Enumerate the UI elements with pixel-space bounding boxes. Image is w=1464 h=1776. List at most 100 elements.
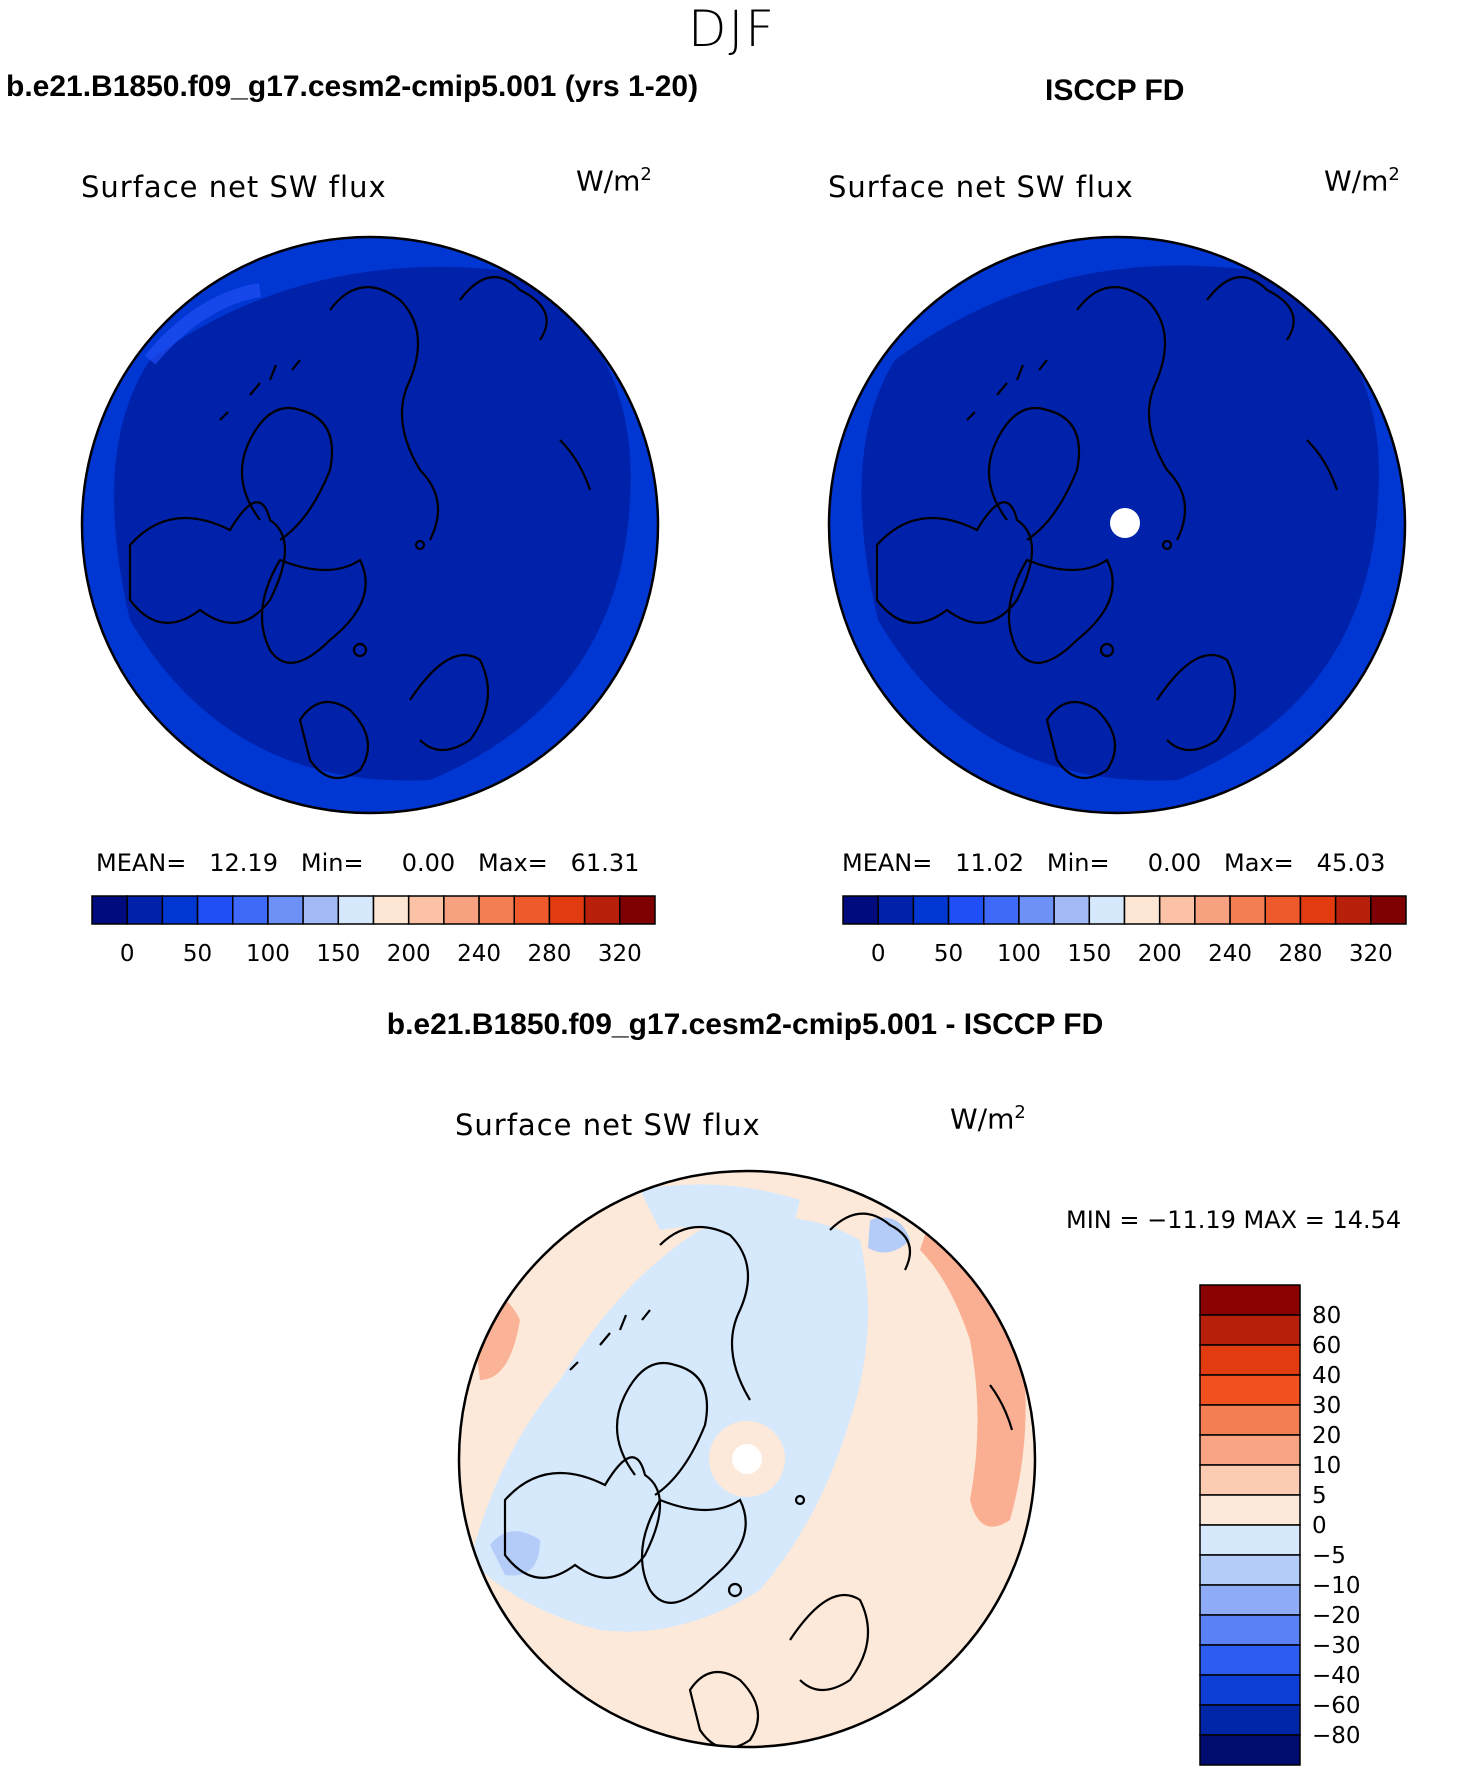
diff-colorbar-tick-label: 80 bbox=[1312, 1303, 1341, 1329]
model-colorbar-tick-label: 280 bbox=[527, 941, 571, 967]
obs-map-border bbox=[827, 235, 1407, 815]
season-title: DJF bbox=[687, 0, 776, 58]
obs-colorbar: 0 50 100 150 200 240 280 320 bbox=[842, 895, 1407, 967]
model-colorbar-box bbox=[443, 895, 480, 925]
model-map bbox=[82, 237, 658, 813]
obs-colorbar-tick-label: 150 bbox=[1067, 941, 1111, 967]
diff-panel-title: b.e21.B1850.f09_g17.cesm2-cmip5.001 - IS… bbox=[386, 1008, 1104, 1041]
obs-colorbar-tick-label: 240 bbox=[1208, 941, 1252, 967]
diff-units-label: W/m2 bbox=[950, 1102, 1026, 1136]
diff-map-negative-region bbox=[470, 1217, 868, 1632]
model-panel-title: b.e21.B1850.f09_g17.cesm2-cmip5.001 (yrs… bbox=[6, 70, 699, 103]
diff-colorbar-tick-label: 60 bbox=[1312, 1333, 1341, 1359]
diff-colorbar-tick-label: 40 bbox=[1312, 1363, 1341, 1389]
diff-colorbar-tick-label: 30 bbox=[1312, 1393, 1341, 1419]
model-map-interior-field bbox=[114, 266, 631, 781]
obs-stats-row: MEAN= 11.02 Min= 0.00 Max= 45.03 bbox=[842, 849, 1386, 877]
model-colorbar-box bbox=[337, 895, 375, 925]
obs-colorbar-tick-label: 0 bbox=[871, 941, 886, 967]
obs-colorbar-box bbox=[1334, 895, 1372, 925]
model-colorbar-tick-label: 0 bbox=[120, 941, 135, 967]
model-variable-label: Surface net SW flux bbox=[81, 170, 387, 204]
diff-colorbar-box bbox=[1199, 1524, 1301, 1556]
model-colorbar-box bbox=[302, 895, 340, 925]
model-colorbar-box bbox=[372, 895, 410, 925]
obs-colorbar-box bbox=[1088, 895, 1126, 925]
diff-map-missing-pole bbox=[732, 1444, 762, 1474]
model-colorbar-box bbox=[232, 895, 269, 925]
model-map-coastlines bbox=[128, 276, 592, 780]
model-colorbar-tick-label: 240 bbox=[457, 941, 501, 967]
diff-colorbar-tick-label: 5 bbox=[1312, 1483, 1327, 1509]
diff-colorbar-box bbox=[1199, 1674, 1301, 1706]
obs-colorbar-box bbox=[983, 895, 1020, 925]
obs-colorbar-box bbox=[1229, 895, 1266, 925]
model-colorbar-tick-label: 100 bbox=[246, 941, 290, 967]
diff-colorbar-tick-label: −5 bbox=[1312, 1543, 1346, 1569]
obs-colorbar-box bbox=[947, 895, 985, 925]
model-stats-row: MEAN= 12.19 Min= 0.00 Max= 61.31 bbox=[96, 849, 640, 877]
obs-colorbar-tick-label: 280 bbox=[1278, 941, 1322, 967]
diff-colorbar-tick-label: 0 bbox=[1312, 1513, 1327, 1539]
obs-variable-label: Surface net SW flux bbox=[828, 170, 1134, 204]
obs-colorbar-box bbox=[842, 895, 879, 925]
diff-map-border bbox=[457, 1169, 1037, 1749]
diff-colorbar-tick-label: −30 bbox=[1312, 1633, 1361, 1659]
model-colorbar-box bbox=[196, 895, 234, 925]
diff-colorbar: 80 60 40 30 20 10 5 0 −5 −10 −20 −30 −40 −60 −80 bbox=[1199, 1284, 1361, 1766]
diff-colorbar-box bbox=[1199, 1644, 1301, 1676]
obs-colorbar-box bbox=[1299, 895, 1337, 925]
diff-colorbar-box bbox=[1199, 1404, 1301, 1436]
model-colorbar-tick-label: 200 bbox=[387, 941, 431, 967]
diff-colorbar-tick-label: −40 bbox=[1312, 1663, 1361, 1689]
model-units-label: W/m2 bbox=[576, 164, 652, 198]
obs-colorbar-box bbox=[877, 895, 915, 925]
diff-colorbar-tick-label: −20 bbox=[1312, 1603, 1361, 1629]
diff-colorbar-box bbox=[1199, 1464, 1301, 1496]
diff-colorbar-box bbox=[1199, 1734, 1301, 1766]
diff-colorbar-box bbox=[1199, 1434, 1301, 1466]
model-colorbar-box bbox=[91, 895, 128, 925]
obs-colorbar-box bbox=[1018, 895, 1055, 925]
model-colorbar-box bbox=[619, 895, 656, 925]
diff-colorbar-box bbox=[1199, 1554, 1301, 1586]
diff-colorbar-box bbox=[1199, 1704, 1301, 1736]
obs-colorbar-box bbox=[1370, 895, 1407, 925]
model-colorbar-tick-label: 320 bbox=[598, 941, 642, 967]
model-map-border bbox=[80, 235, 660, 815]
diff-colorbar-box bbox=[1199, 1374, 1301, 1406]
obs-colorbar-box bbox=[912, 895, 950, 925]
diff-colorbar-box bbox=[1199, 1314, 1301, 1346]
obs-colorbar-box bbox=[1158, 895, 1196, 925]
model-colorbar-tick-label: 150 bbox=[316, 941, 360, 967]
diff-colorbar-box bbox=[1199, 1344, 1301, 1376]
model-colorbar-box bbox=[407, 895, 445, 925]
diff-colorbar-tick-label: −60 bbox=[1312, 1693, 1361, 1719]
obs-colorbar-box bbox=[1194, 895, 1231, 925]
diff-map-coastlines bbox=[503, 1212, 1014, 1747]
diff-colorbar-tick-label: −80 bbox=[1312, 1723, 1361, 1749]
obs-colorbar-tick-label: 100 bbox=[997, 941, 1041, 967]
diff-map bbox=[459, 1171, 1035, 1747]
model-colorbar-box bbox=[478, 895, 515, 925]
obs-colorbar-tick-label: 320 bbox=[1349, 941, 1393, 967]
model-colorbar-box bbox=[583, 895, 621, 925]
diff-variable-label: Surface net SW flux bbox=[455, 1108, 761, 1142]
obs-colorbar-box bbox=[1123, 895, 1161, 925]
model-colorbar-tick-label: 50 bbox=[183, 941, 212, 967]
model-colorbar: 0 50 100 150 200 240 280 320 bbox=[91, 895, 656, 967]
model-colorbar-box bbox=[161, 895, 199, 925]
obs-panel-title: ISCCP FD bbox=[1045, 74, 1185, 107]
obs-units-label: W/m2 bbox=[1324, 164, 1400, 198]
model-colorbar-box bbox=[267, 895, 304, 925]
diff-minmax-label: MIN = −11.19 MAX = 14.54 bbox=[1066, 1206, 1402, 1234]
model-colorbar-box bbox=[548, 895, 586, 925]
diff-colorbar-tick-label: 20 bbox=[1312, 1423, 1341, 1449]
obs-colorbar-box bbox=[1053, 895, 1091, 925]
obs-colorbar-tick-label: 50 bbox=[934, 941, 963, 967]
diff-colorbar-tick-label: 10 bbox=[1312, 1453, 1341, 1479]
obs-map bbox=[829, 237, 1405, 813]
model-colorbar-box bbox=[126, 895, 164, 925]
diff-colorbar-tick-label: −10 bbox=[1312, 1573, 1361, 1599]
